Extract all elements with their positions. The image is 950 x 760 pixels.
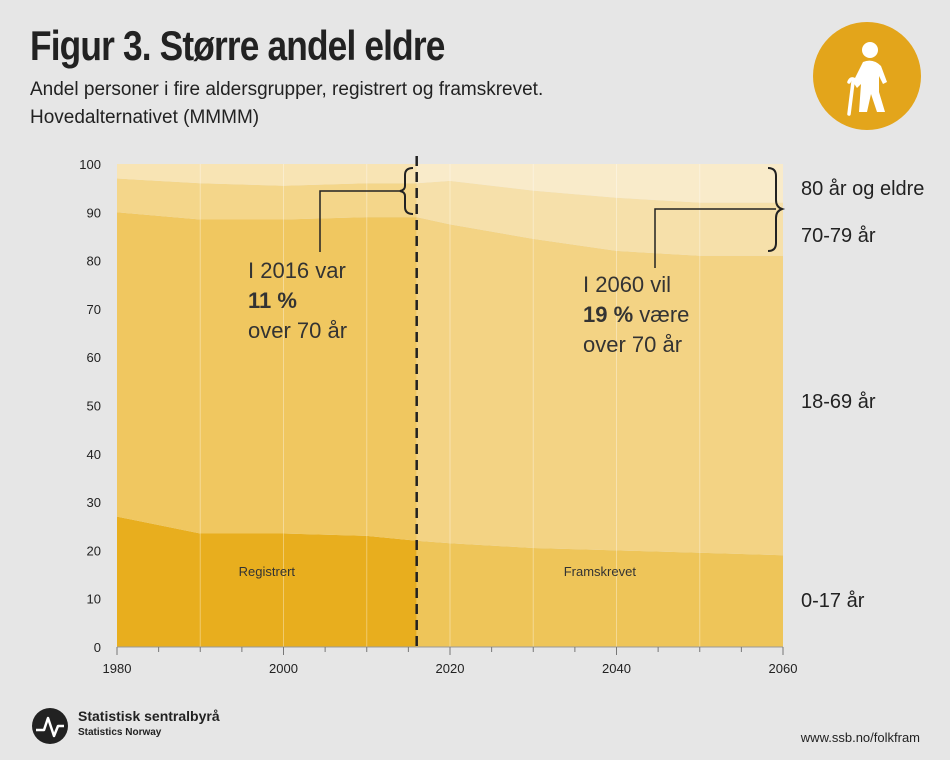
region-label-registered: Registrert (239, 564, 296, 579)
region-label-projected: Framskrevet (564, 564, 637, 579)
annotation-2016-line3: over 70 år (248, 318, 347, 343)
x-tick-label-1980: 1980 (103, 661, 132, 676)
area-registered-0-17 (117, 516, 417, 647)
y-tick-label-100: 100 (79, 157, 101, 172)
y-tick-label-20: 20 (87, 543, 101, 558)
source-url: www.ssb.no/folkfram (800, 730, 920, 745)
chart-subtitle-line-2: Hovedalternativet (MMMM) (30, 107, 260, 128)
annotation-2060-after: være (633, 302, 689, 327)
x-tick-label-2060: 2060 (769, 661, 798, 676)
y-tick-label-80: 80 (87, 254, 101, 269)
x-tick-label-2020: 2020 (436, 661, 465, 676)
area-projected-0-17 (416, 540, 783, 647)
y-tick-label-0: 0 (94, 640, 101, 655)
series-label-80-plus: 80 år og eldre (801, 178, 924, 200)
annotation-2016-line1: I 2016 var (248, 258, 346, 283)
logo-text-norwegian: Statistisk sentralbyrå (78, 708, 220, 724)
annotation-leader-2060 (654, 208, 776, 268)
area-registered-18-69 (117, 212, 417, 541)
x-tick-label-2000: 2000 (269, 661, 298, 676)
ssb-logo-icon (32, 708, 68, 744)
y-tick-label-70: 70 (87, 302, 101, 317)
x-tick-label-2040: 2040 (602, 661, 631, 676)
annotation-2060-value: 19 % (583, 302, 633, 327)
series-label-0-17: 0-17 år (801, 590, 865, 612)
area-registered-70-79 (117, 178, 417, 220)
logo-text-english: Statistics Norway (78, 727, 162, 738)
elderly-person-icon (813, 22, 921, 130)
annotation-2016-value: 11 % (248, 288, 297, 313)
area-registered-80-plus (117, 164, 417, 186)
y-tick-label-60: 60 (87, 350, 101, 365)
series-label-18-69: 18-69 år (801, 391, 876, 413)
ssb-logo: Statistisk sentralbyrå Statistics Norway (30, 706, 260, 746)
area-projected-80-plus (416, 164, 783, 203)
area-projected-70-79 (416, 180, 783, 256)
annotation-2060-line3: over 70 år (583, 332, 682, 357)
y-tick-label-50: 50 (87, 399, 101, 414)
area-projected-18-69 (416, 217, 783, 556)
chart-subtitle-line-1: Andel personer i fire aldersgrupper, reg… (30, 79, 544, 100)
brace-2060 (767, 167, 786, 252)
y-tick-label-90: 90 (87, 205, 101, 220)
annotation-2060-line1: I 2060 vil (583, 272, 671, 297)
y-tick-label-10: 10 (87, 592, 101, 607)
y-tick-label-40: 40 (87, 447, 101, 462)
annotation-2060-line2: 19 % være (583, 302, 689, 327)
y-tick-label-30: 30 (87, 495, 101, 510)
chart-title: Figur 3. Større andel eldre (30, 22, 445, 69)
stacked-area-chart: 0 10 20 30 40 50 60 70 80 90 100 1980 2000 2020 2040 2… (79, 156, 924, 676)
annotation-leader-2016 (319, 190, 400, 252)
series-label-70-79: 70-79 år (801, 225, 876, 247)
